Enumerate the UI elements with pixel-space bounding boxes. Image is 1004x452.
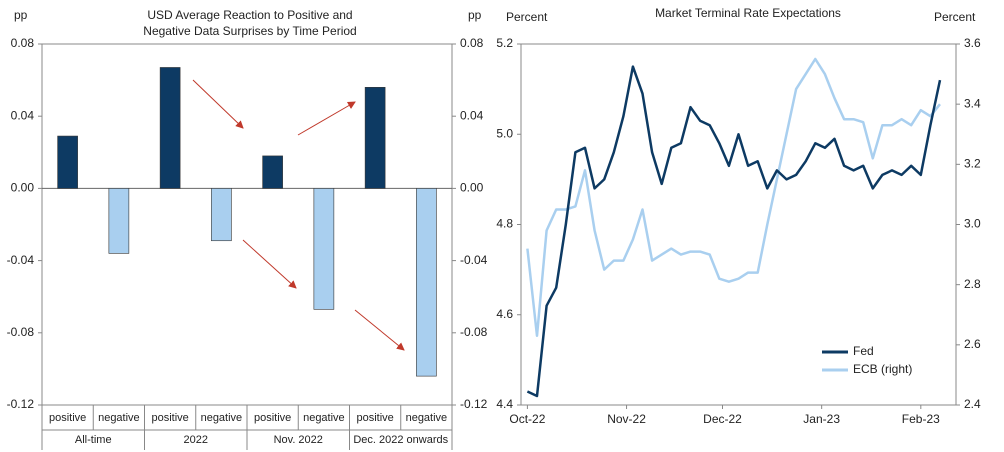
y-tick-label: 3.4 [964, 96, 981, 110]
y-axis-title: Percent [506, 10, 548, 24]
y-tick-label: 0.08 [11, 36, 35, 50]
group-label: Nov. 2022 [274, 434, 323, 446]
arrow [297, 101, 356, 136]
chart-title: USD Average Reaction to Positive and [147, 8, 352, 22]
bar [57, 135, 78, 189]
x-tick-label: negative [303, 412, 345, 424]
arrow [192, 79, 244, 129]
bar [313, 188, 335, 310]
y-tick-label: 0.04 [11, 108, 35, 122]
series-line [526, 65, 942, 398]
group-label: Dec. 2022 onwards [353, 434, 448, 446]
x-tick-label: positive [254, 412, 291, 424]
y2-axis-title: Percent [934, 10, 976, 24]
x-tick-label: positive [49, 412, 86, 424]
x-tick-label: negative [98, 412, 140, 424]
plot-frame [41, 43, 453, 406]
bar [364, 87, 386, 189]
x-tick-label: Dec-22 [703, 412, 742, 426]
group-label: 2022 [184, 434, 208, 446]
x-tick-label: Jan-23 [803, 412, 840, 426]
y-tick-label: 0.04 [460, 108, 484, 122]
x-tick-label: positive [356, 412, 393, 424]
y-axis-title: pp [14, 8, 28, 22]
y-tick-label: 4.6 [496, 307, 513, 321]
y-tick-label: -0.04 [7, 253, 35, 267]
x-tick-label: negative [201, 412, 243, 424]
y-tick-label: 2.4 [964, 397, 981, 411]
legend-label: Fed [853, 344, 874, 358]
y-tick-label: -0.08 [460, 325, 488, 339]
x-tick-label: Nov-22 [607, 412, 646, 426]
y-tick-label: 2.6 [964, 337, 981, 351]
bar [416, 188, 437, 377]
bar [211, 188, 232, 242]
bar [159, 67, 181, 189]
arrow [354, 309, 405, 351]
y-tick-label: 3.6 [964, 36, 981, 50]
y-tick-label: 3.0 [964, 217, 981, 231]
y-tick-label: -0.12 [460, 397, 488, 411]
arrows [192, 79, 405, 351]
x-tick-label: Feb-23 [902, 412, 940, 426]
y-tick-label: 4.8 [496, 217, 513, 231]
y-tick-label: 0.00 [460, 181, 484, 195]
y-tick-label: 5.2 [496, 36, 513, 50]
y-tick-label: 4.4 [496, 397, 513, 411]
y-tick-label: -0.12 [7, 397, 35, 411]
y2-axis-title: pp [468, 8, 482, 22]
bar [108, 188, 130, 254]
y-tick-label: 0.08 [460, 36, 484, 50]
y-tick-label: 3.2 [964, 157, 981, 171]
x-tick-label: positive [151, 412, 188, 424]
y-tick-label: 5.0 [496, 126, 513, 140]
group-label: All-time [75, 434, 112, 446]
y-tick-label: -0.08 [7, 325, 35, 339]
series-line [526, 57, 941, 338]
chart-title: Market Terminal Rate Expectations [655, 6, 841, 20]
y-tick-label: -0.04 [460, 253, 488, 267]
x-tick-label: negative [406, 412, 448, 424]
y-tick-label: 2.8 [964, 277, 981, 291]
plot-frame [520, 43, 957, 406]
x-tick-label: Oct-22 [509, 412, 545, 426]
legend-label: ECB (right) [853, 362, 912, 376]
arrow [242, 239, 297, 289]
chart-title: Negative Data Surprises by Time Period [143, 24, 356, 38]
y-tick-label: 0.00 [11, 181, 35, 195]
bar [262, 155, 283, 189]
